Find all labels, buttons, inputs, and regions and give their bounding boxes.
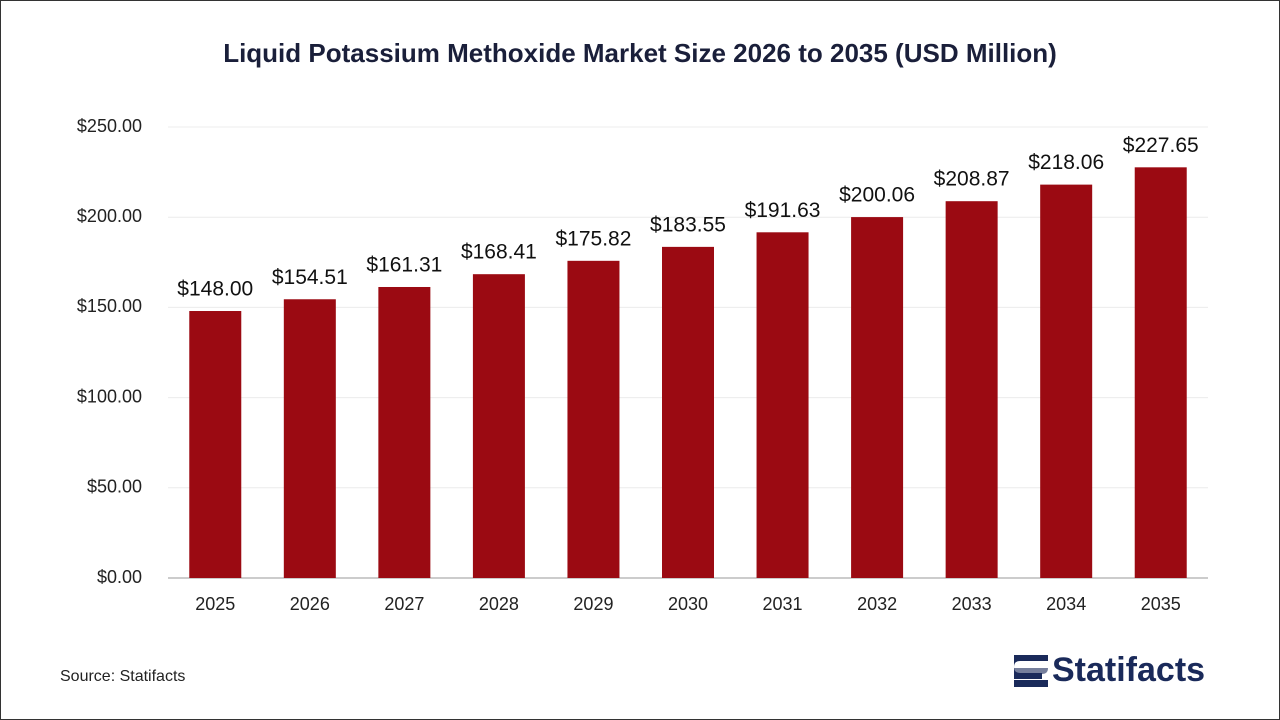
- y-tick-label: $0.00: [97, 567, 142, 587]
- value-label: $227.65: [1123, 134, 1199, 157]
- bar: [567, 260, 620, 578]
- x-tick-label: 2030: [668, 594, 708, 614]
- value-label: $191.63: [745, 199, 821, 222]
- x-tick-label: 2035: [1141, 594, 1181, 614]
- x-tick-label: 2032: [857, 594, 897, 614]
- value-label: $148.00: [177, 278, 253, 301]
- x-tick-label: 2028: [479, 594, 519, 614]
- bar: [472, 274, 525, 578]
- logo-icon: [1014, 655, 1048, 687]
- value-label: $183.55: [650, 213, 726, 236]
- x-tick-label: 2027: [384, 594, 424, 614]
- value-label: $200.06: [839, 184, 915, 207]
- x-tick-label: 2033: [952, 594, 992, 614]
- value-label: $218.06: [1028, 151, 1104, 174]
- value-label: $161.31: [366, 254, 442, 277]
- y-tick-label: $150.00: [77, 296, 142, 316]
- bar: [756, 232, 809, 578]
- x-tick-label: 2031: [763, 594, 803, 614]
- bar: [189, 311, 242, 578]
- value-label: $175.82: [555, 227, 631, 250]
- value-label: $154.51: [272, 266, 348, 289]
- value-label: $168.41: [461, 241, 537, 264]
- bar: [1040, 184, 1093, 579]
- x-tick-label: 2026: [290, 594, 330, 614]
- x-tick-label: 2025: [195, 594, 235, 614]
- bar: [945, 201, 998, 578]
- bar: [662, 246, 714, 578]
- bar: [378, 286, 431, 578]
- chart-title: Liquid Potassium Methoxide Market Size 2…: [223, 38, 1057, 68]
- bar: [283, 299, 336, 578]
- source: Source: Statifacts: [60, 668, 185, 685]
- x-tick-label: 2034: [1046, 594, 1086, 614]
- bar: [1134, 167, 1187, 578]
- x-tick-label: 2029: [573, 594, 613, 614]
- y-tick-label: $50.00: [87, 477, 142, 497]
- y-tick-label: $200.00: [77, 206, 142, 226]
- y-tick-label: $100.00: [77, 386, 142, 406]
- y-tick-label: $250.00: [77, 116, 142, 136]
- bar: [851, 217, 904, 578]
- logo-text: Statifacts: [1052, 651, 1205, 689]
- value-label: $208.87: [934, 168, 1010, 191]
